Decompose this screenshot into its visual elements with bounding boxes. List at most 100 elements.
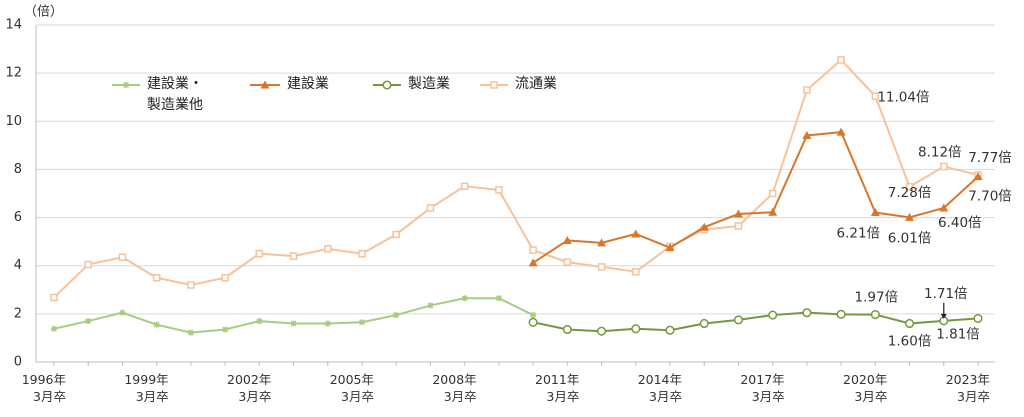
marker <box>51 325 57 332</box>
marker <box>733 315 743 325</box>
data-label: 1.97倍 <box>855 290 899 306</box>
marker <box>119 309 126 316</box>
data-label: 1.60倍 <box>888 333 932 349</box>
marker <box>870 208 880 217</box>
marker <box>222 326 229 333</box>
marker <box>393 312 400 319</box>
x-tick-label: 2005年 3月卒 <box>329 372 374 404</box>
marker <box>461 295 468 302</box>
marker <box>939 203 949 212</box>
marker <box>85 318 92 325</box>
marker <box>528 258 538 267</box>
marker <box>495 295 502 302</box>
marker <box>562 235 572 244</box>
series-line <box>532 311 979 333</box>
data-label: 1.71倍 <box>924 286 968 302</box>
marker <box>836 309 846 319</box>
marker <box>768 189 777 198</box>
data-label: 8.12倍 <box>918 145 962 161</box>
y-tick-label: 14 <box>5 18 22 33</box>
x-tick-label: 1996年 3月卒 <box>21 372 66 404</box>
x-tick-label: 2002年 3月卒 <box>227 372 272 404</box>
marker <box>529 246 537 254</box>
marker <box>734 222 743 230</box>
x-tick-label: 2020年 3月卒 <box>843 372 888 404</box>
marker <box>530 312 537 319</box>
legend-label: 建設業・ 製造業他 <box>147 76 203 113</box>
marker <box>631 229 641 238</box>
marker <box>768 310 778 320</box>
marker <box>50 293 58 302</box>
y-tick-label: 4 <box>14 258 22 273</box>
marker <box>255 249 264 258</box>
marker <box>84 260 92 269</box>
arrow-head <box>940 313 947 319</box>
x-tick-label: 2017年 3月卒 <box>740 372 785 404</box>
series-line <box>53 297 534 334</box>
marker <box>905 212 915 221</box>
legend-label: 製造業 <box>408 76 450 92</box>
marker <box>905 183 914 191</box>
marker <box>836 127 846 136</box>
marker <box>940 162 948 171</box>
marker <box>665 325 675 335</box>
y-tick-label: 2 <box>14 306 22 321</box>
data-label: 6.21倍 <box>837 226 881 242</box>
marker <box>490 81 498 89</box>
marker <box>382 80 392 90</box>
marker <box>973 172 983 181</box>
y-tick-label: 8 <box>14 162 22 177</box>
marker <box>803 86 811 94</box>
marker <box>460 182 469 191</box>
marker <box>260 80 270 89</box>
marker <box>290 320 297 327</box>
marker <box>973 313 983 323</box>
marker <box>665 243 675 252</box>
marker <box>699 222 709 231</box>
marker <box>495 186 503 194</box>
data-label: 11.04倍 <box>877 89 929 105</box>
marker <box>324 320 331 327</box>
marker <box>256 318 263 325</box>
marker <box>905 318 915 329</box>
marker <box>871 92 880 101</box>
legend-label: 建設業 <box>287 76 329 92</box>
marker <box>324 245 332 253</box>
marker <box>699 318 709 329</box>
y-unit: （倍） <box>24 5 63 20</box>
marker <box>597 263 606 271</box>
marker <box>187 329 194 336</box>
marker <box>597 326 607 336</box>
marker <box>358 249 366 258</box>
marker <box>870 310 880 320</box>
marker <box>632 267 640 276</box>
marker <box>426 204 435 212</box>
x-tick-label: 2008年 3月卒 <box>432 372 477 404</box>
x-tick-label: 1999年 3月卒 <box>124 372 169 404</box>
marker <box>528 317 538 327</box>
marker <box>153 321 160 328</box>
data-label: 7.28倍 <box>888 185 932 201</box>
marker <box>802 308 812 318</box>
series-line <box>532 131 979 264</box>
marker <box>289 252 298 260</box>
marker <box>392 230 400 239</box>
marker <box>631 324 641 334</box>
marker <box>118 253 127 262</box>
marker <box>768 207 778 216</box>
y-tick-label: 10 <box>5 114 22 129</box>
data-label: 1.81倍 <box>936 326 980 342</box>
data-label: 6.01倍 <box>888 230 932 246</box>
legend-label: 流通業 <box>515 76 557 92</box>
marker <box>563 258 572 266</box>
marker <box>597 238 607 247</box>
series-line <box>53 58 979 299</box>
marker <box>221 274 229 282</box>
y-tick-label: 12 <box>5 66 22 81</box>
y-tick-label: 6 <box>14 210 22 225</box>
data-label: 7.70倍 <box>968 189 1012 205</box>
x-tick-label: 2011年 3月卒 <box>535 372 580 404</box>
marker <box>187 281 195 289</box>
